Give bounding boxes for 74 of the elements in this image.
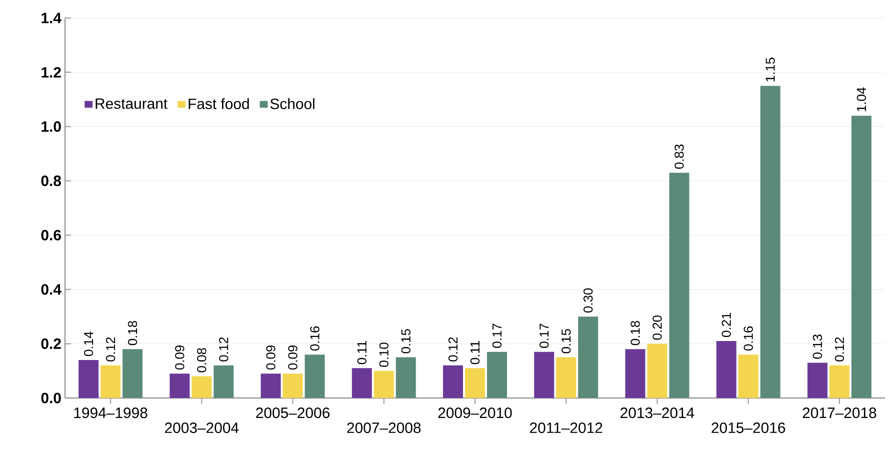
y-tick-label: 1.2 — [42, 67, 61, 78]
data-label: 0.16 — [744, 326, 753, 351]
legend-label: School — [270, 98, 314, 110]
x-tick-label: 2003–2004 — [165, 422, 239, 434]
bar — [578, 316, 598, 398]
bar — [214, 365, 234, 398]
y-tick-label: 0.0 — [41, 392, 61, 404]
bar — [304, 354, 325, 398]
data-label: 0.15 — [401, 329, 410, 354]
bar — [396, 357, 416, 398]
data-label: 0.14 — [84, 332, 94, 356]
bar — [556, 357, 576, 398]
bar — [669, 172, 690, 398]
bar — [192, 376, 212, 398]
bar — [738, 354, 758, 398]
x-tick-label: 2013–2014 — [620, 408, 694, 418]
data-label: 1.04 — [856, 87, 866, 112]
bar — [78, 360, 99, 398]
legend-label: Restaurant — [96, 98, 168, 109]
y-tick-label: 0.6 — [41, 230, 61, 240]
bar — [170, 374, 190, 398]
bar — [807, 362, 828, 398]
data-label: 0.12 — [834, 337, 844, 362]
data-label: 0.83 — [674, 144, 684, 169]
data-label: 0.12 — [106, 337, 116, 362]
x-tick-label: 2009–2010 — [438, 408, 512, 418]
y-tick-label: 1.4 — [42, 12, 62, 24]
data-label: 0.15 — [562, 329, 571, 354]
bar — [760, 86, 780, 398]
bar — [716, 341, 736, 398]
x-tick-label: 2011–2012 — [530, 422, 602, 434]
x-tick-label: 2017–2018 — [802, 408, 876, 418]
bar — [100, 365, 121, 398]
bar — [443, 365, 464, 398]
data-label: 0.16 — [310, 326, 320, 351]
data-label: 0.11 — [357, 341, 366, 364]
data-label: 0.18 — [630, 320, 640, 346]
data-label: 0.30 — [584, 288, 593, 313]
bar — [625, 349, 646, 398]
bar — [486, 352, 507, 398]
y-tick-label: 0.2 — [41, 338, 61, 349]
legend-label: Fast food — [188, 98, 249, 110]
data-label: 0.17 — [540, 324, 549, 348]
bar — [829, 365, 850, 398]
y-tick-label: 0.4 — [41, 284, 62, 295]
bar — [647, 344, 668, 398]
data-label: 0.10 — [379, 342, 388, 367]
x-tick-label: 2007–2008 — [347, 422, 421, 434]
data-label: 0.21 — [722, 312, 731, 337]
x-tick-label: 1994–1998 — [74, 408, 148, 418]
data-label: 0.09 — [266, 345, 276, 370]
bar — [282, 374, 303, 398]
x-tick-label: 2015–2016 — [712, 422, 786, 434]
bar — [851, 116, 872, 398]
data-label: 0.12 — [219, 337, 228, 362]
bar — [352, 368, 372, 398]
data-label: 1.15 — [766, 58, 775, 82]
data-label: 0.08 — [197, 348, 206, 372]
bar — [260, 374, 281, 398]
data-label: 0.20 — [652, 315, 662, 340]
bar — [534, 352, 554, 398]
data-label: 0.09 — [288, 345, 298, 370]
bar — [465, 368, 486, 398]
data-label: 0.18 — [128, 320, 138, 346]
x-tick-label: 2005–2006 — [256, 408, 330, 418]
y-tick-label: 0.8 — [41, 176, 62, 186]
bar — [374, 370, 394, 398]
data-label: 0.17 — [492, 324, 502, 348]
data-label: 0.11 — [470, 341, 480, 364]
data-label: 0.13 — [812, 334, 822, 359]
data-label: 0.09 — [175, 345, 184, 370]
bar — [122, 349, 143, 398]
data-label: 0.12 — [448, 337, 458, 362]
y-tick-label: 1.0 — [42, 121, 61, 132]
